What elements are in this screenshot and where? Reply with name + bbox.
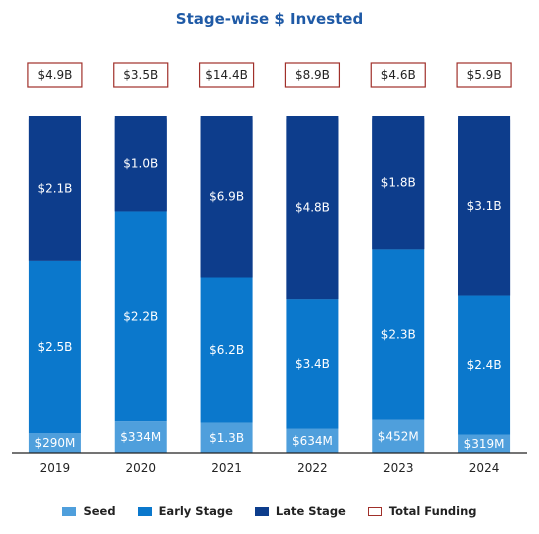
bar-early-stage-2023 [372, 249, 425, 420]
total-funding-label-2024: $5.9B [467, 68, 502, 82]
bar-cap-late-stage-2024 [458, 116, 511, 296]
legend: Seed Early Stage Late Stage Total Fundin… [0, 504, 539, 518]
legend-swatch-early-stage [137, 506, 152, 516]
legend-swatch-seed [62, 506, 77, 516]
data-label-late-stage-2024: $3.1B [467, 199, 502, 213]
data-label-seed-2020: $334M [120, 430, 161, 444]
legend-swatch-late-stage [254, 506, 269, 516]
data-label-late-stage-2021: $6.9B [209, 190, 244, 204]
data-label-early-stage-2023: $2.3B [381, 327, 416, 341]
data-label-early-stage-2021: $6.2B [209, 343, 244, 357]
bar-cap-late-stage-2023 [372, 116, 425, 250]
total-funding-box-2021 [198, 62, 255, 88]
bar-seed-2020 [114, 421, 167, 453]
bar-cap-late-stage-2020 [114, 116, 167, 212]
data-label-seed-2024: $319M [464, 437, 505, 451]
bar-seed-2024 [458, 434, 511, 453]
legend-item-late-stage: Late Stage [254, 504, 346, 518]
bar-early-stage-2024 [458, 295, 511, 435]
data-label-early-stage-2022: $3.4B [295, 357, 330, 371]
bar-seed-2023 [372, 419, 425, 453]
bar-seed-2019 [28, 433, 81, 453]
total-funding-boxes: $4.9B $3.5B $14.4B $8.9B $4.6B $5.9B [27, 62, 512, 88]
bar-early-stage-2021 [200, 277, 253, 423]
total-funding-box-2024 [456, 62, 512, 88]
data-label-early-stage-2019: $2.5B [37, 340, 72, 354]
legend-label-total-funding: Total Funding [388, 504, 477, 518]
data-label-seed-2022: $634M [292, 434, 333, 448]
data-label-seed-2021: $1.3B [209, 431, 244, 445]
data-label-seed-2023: $452M [378, 429, 419, 443]
data-label-early-stage-2020: $2.2B [123, 309, 158, 323]
data-label-late-stage-2020: $1.0B [123, 157, 158, 171]
x-tick-label-2021: 2021 [211, 461, 242, 475]
total-funding-label-2021: $14.4B [205, 68, 248, 82]
x-tick-label-2024: 2024 [469, 461, 500, 475]
total-funding-label-2020: $3.5B [123, 68, 158, 82]
total-funding-box-2022 [284, 62, 341, 88]
bar-cap-late-stage-2019 [28, 116, 81, 261]
total-funding-box-2019 [27, 62, 83, 88]
total-funding-box-2023 [370, 62, 426, 88]
bar-cap-late-stage-2021 [200, 116, 253, 278]
x-tick-label-2022: 2022 [297, 461, 328, 475]
legend-label-seed: Seed [83, 504, 116, 518]
total-funding-box-2020 [113, 62, 169, 88]
bar-early-stage-2022 [286, 299, 339, 429]
bars: $290M $2.5B $2.1B $334M $2.2B $1.0B $1.3B $6.2B… [28, 116, 511, 453]
x-tick-labels: 2019 2020 2021 2022 2023 2024 [40, 461, 500, 475]
bar-seed-2022 [286, 428, 339, 453]
data-label-seed-2019: $290M [34, 436, 75, 450]
bar-early-stage-2020 [114, 211, 167, 422]
data-label-late-stage-2022: $4.8B [295, 201, 330, 215]
bar-seed-2021 [200, 422, 253, 453]
legend-item-total-funding: Total Funding [367, 504, 477, 518]
x-tick-label-2023: 2023 [383, 461, 414, 475]
total-funding-label-2022: $8.9B [295, 68, 330, 82]
x-tick-label-2020: 2020 [125, 461, 156, 475]
legend-swatch-total-funding [367, 506, 382, 516]
legend-item-early-stage: Early Stage [137, 504, 233, 518]
legend-item-seed: Seed [62, 504, 116, 518]
data-label-late-stage-2019: $2.1B [37, 181, 72, 195]
x-tick-label-2019: 2019 [40, 461, 71, 475]
total-funding-label-2019: $4.9B [37, 68, 72, 82]
data-label-early-stage-2024: $2.4B [467, 358, 502, 372]
chart-title: Stage-wise $ Invested [175, 10, 364, 28]
legend-label-late-stage: Late Stage [275, 504, 346, 518]
data-label-late-stage-2023: $1.8B [381, 176, 416, 190]
bar-cap-late-stage-2022 [286, 116, 339, 300]
bar-early-stage-2019 [28, 260, 81, 434]
total-funding-label-2023: $4.6B [381, 68, 416, 82]
legend-label-early-stage: Early Stage [158, 504, 233, 518]
